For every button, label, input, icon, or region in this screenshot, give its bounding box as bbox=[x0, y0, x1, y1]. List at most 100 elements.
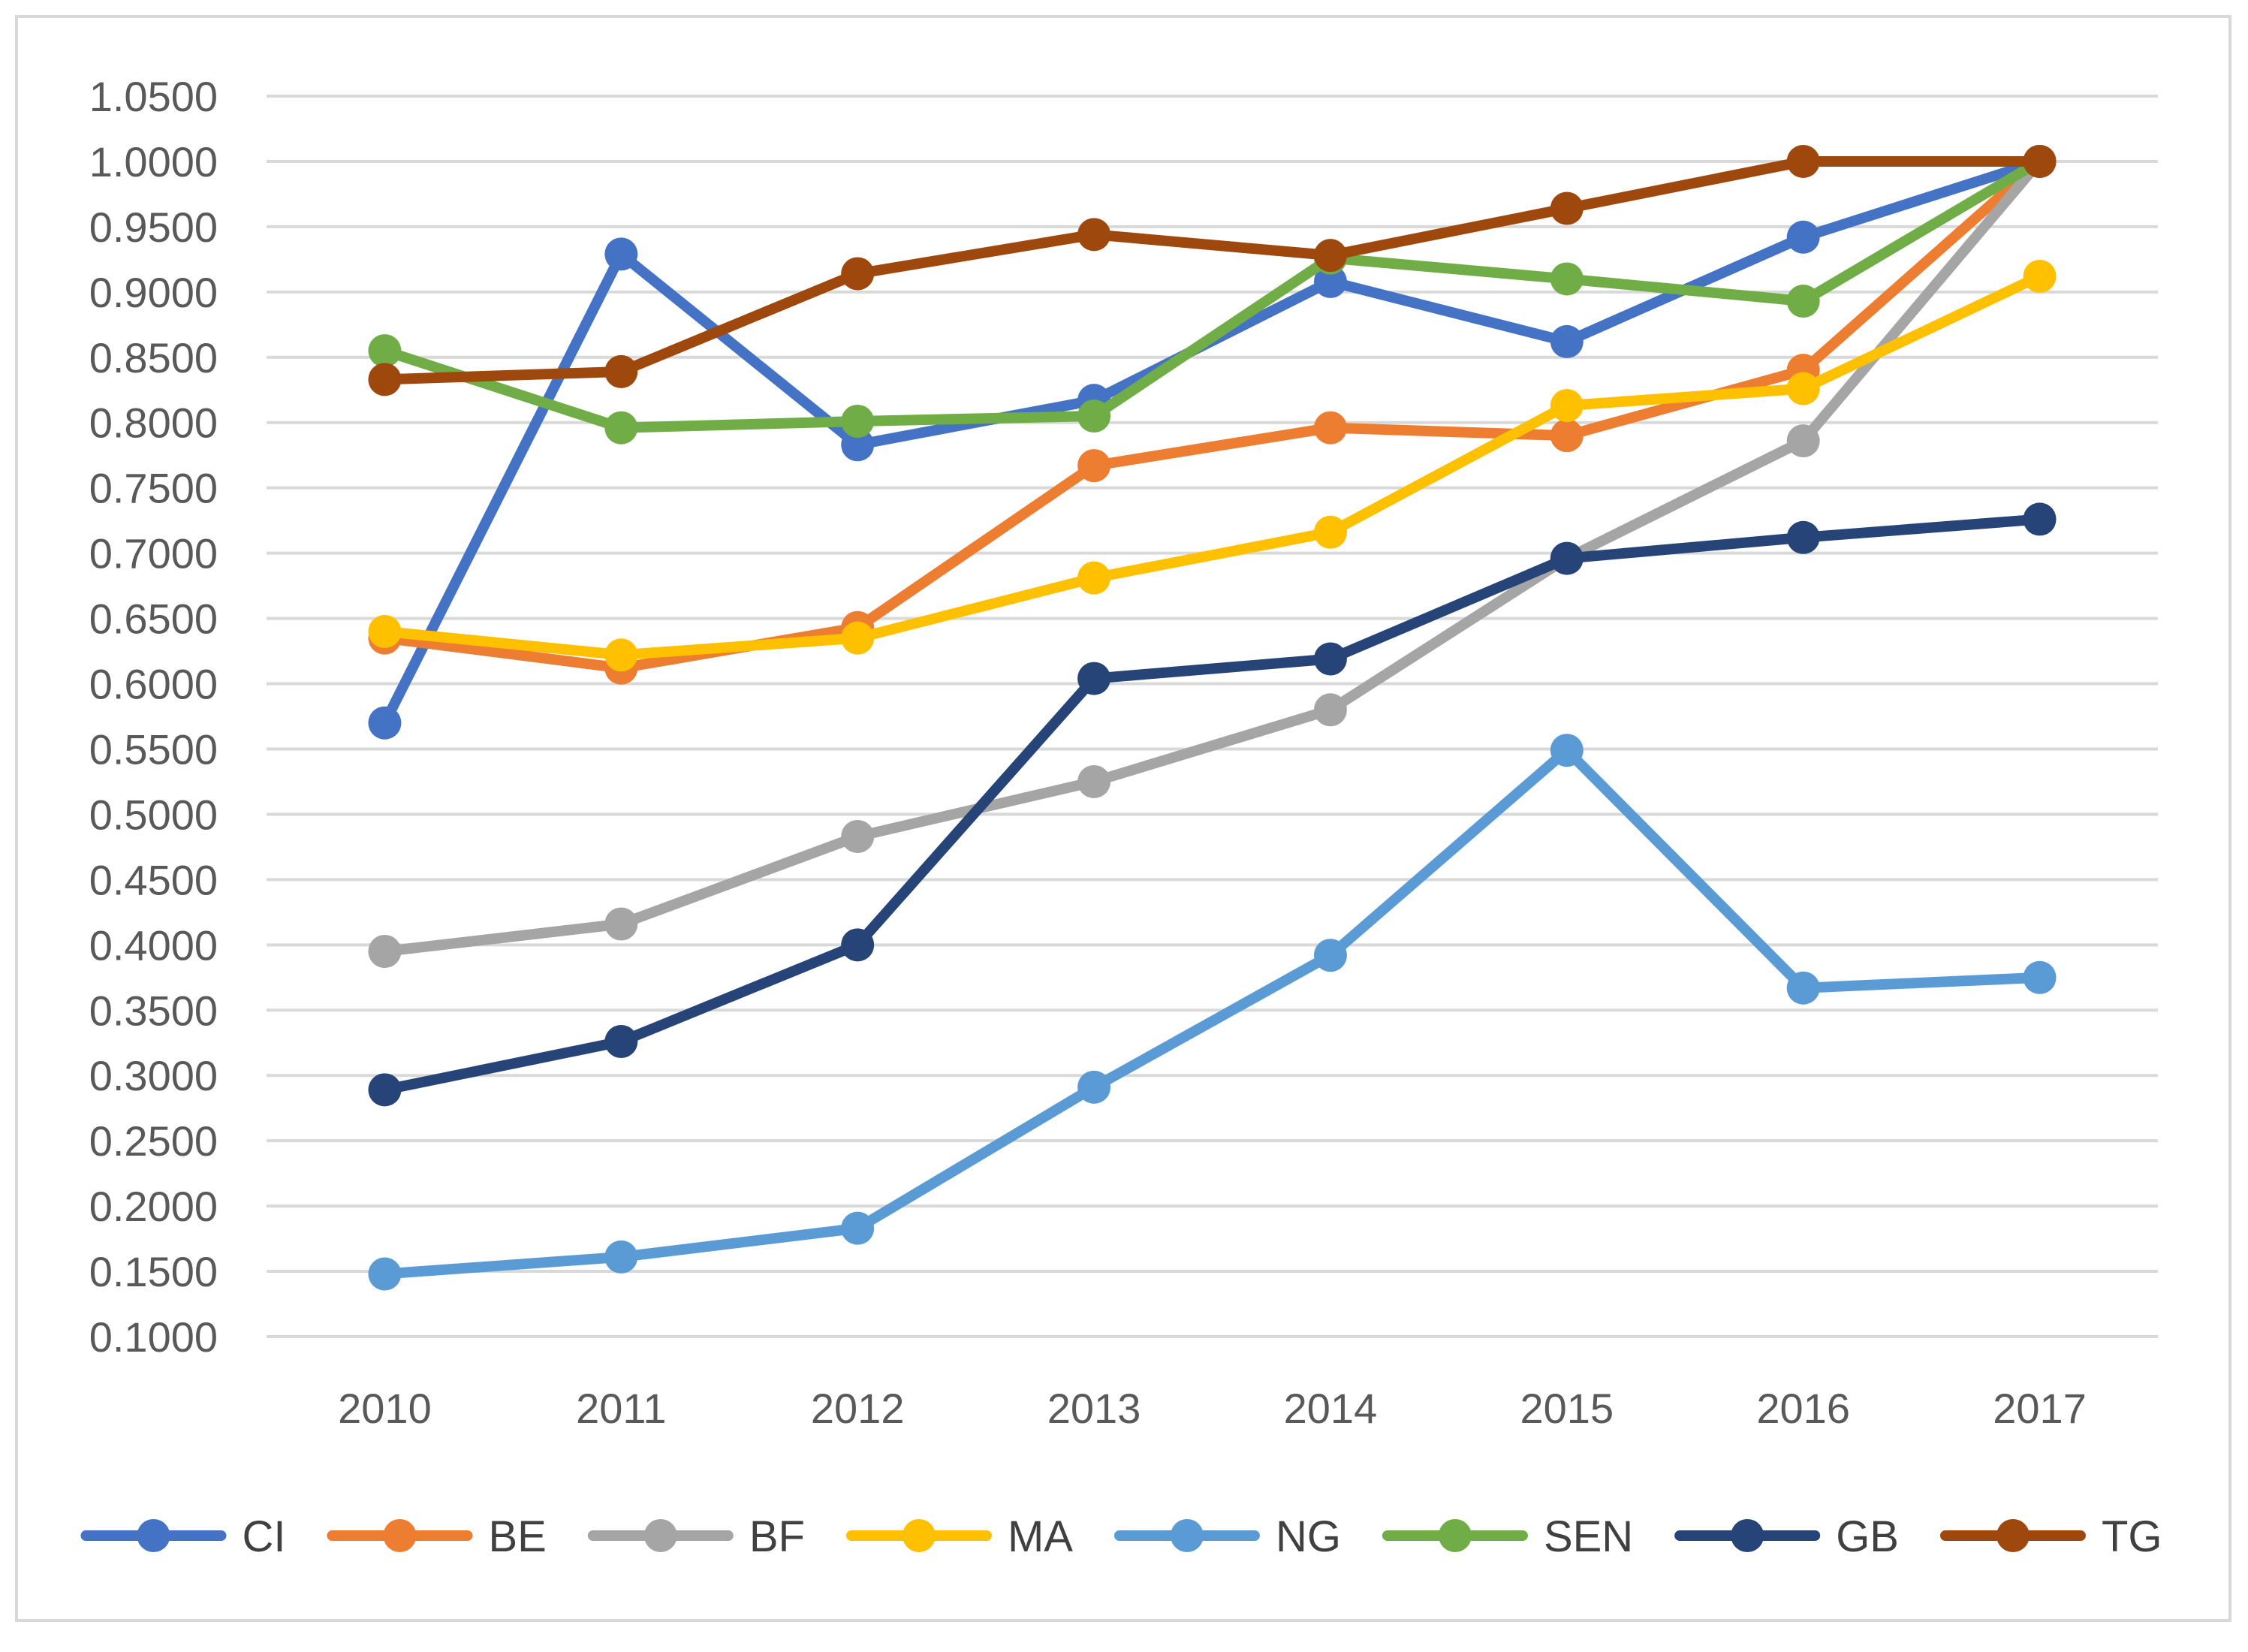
data-point bbox=[368, 363, 402, 396]
data-point bbox=[841, 819, 875, 853]
y-tick-label: 1.0500 bbox=[89, 73, 218, 120]
data-point bbox=[604, 1024, 638, 1058]
legend-item-ci: CI bbox=[80, 1512, 285, 1561]
x-tick-label: 2012 bbox=[811, 1385, 905, 1432]
data-point bbox=[368, 1257, 402, 1291]
legend-label: MA bbox=[1008, 1512, 1073, 1561]
legend-label: NG bbox=[1276, 1512, 1341, 1561]
data-point bbox=[841, 257, 875, 291]
legend-swatch-marker bbox=[383, 1519, 417, 1552]
series-line-ma bbox=[379, 270, 2045, 661]
y-tick-label: 0.4500 bbox=[89, 856, 218, 903]
data-point bbox=[1077, 764, 1111, 798]
data-point bbox=[841, 428, 875, 462]
data-point bbox=[841, 1211, 875, 1245]
data-point bbox=[1786, 520, 1820, 554]
legend-label: TG bbox=[2102, 1512, 2162, 1561]
series-bf bbox=[368, 144, 2057, 969]
data-point bbox=[368, 706, 402, 740]
y-tick-label: 0.6000 bbox=[89, 661, 218, 708]
data-point bbox=[368, 1073, 402, 1107]
y-tick-label: 0.3000 bbox=[89, 1052, 218, 1099]
y-tick-label: 0.1500 bbox=[89, 1248, 218, 1295]
y-tick-label: 0.2500 bbox=[89, 1117, 218, 1165]
data-point bbox=[1550, 419, 1584, 453]
y-tick-label: 0.9500 bbox=[89, 203, 218, 251]
y-tick-label: 0.2000 bbox=[89, 1183, 218, 1230]
data-point bbox=[1077, 449, 1111, 483]
y-tick-label: 0.9000 bbox=[89, 269, 218, 316]
legend-item-ng: NG bbox=[1113, 1512, 1341, 1561]
data-point bbox=[1550, 389, 1584, 423]
data-point bbox=[1786, 424, 1820, 458]
chart-area bbox=[15, 15, 2231, 1622]
x-tick-label: 2017 bbox=[1993, 1385, 2087, 1432]
data-point bbox=[1550, 734, 1584, 767]
data-point bbox=[604, 1240, 638, 1274]
legend-label: SEN bbox=[1544, 1512, 1633, 1561]
legend-item-gb: GB bbox=[1674, 1512, 1899, 1561]
y-tick-label: 0.7500 bbox=[89, 465, 218, 512]
y-tick-label: 0.5000 bbox=[89, 791, 218, 838]
legend-swatch-marker bbox=[1731, 1519, 1764, 1552]
x-tick-label: 2014 bbox=[1284, 1385, 1378, 1432]
data-point bbox=[1077, 561, 1111, 595]
series-ma bbox=[368, 259, 2057, 672]
legend-swatch-marker bbox=[902, 1519, 936, 1552]
x-tick-label: 2015 bbox=[1520, 1385, 1614, 1432]
data-point bbox=[1786, 971, 1820, 1005]
legend-label: GB bbox=[1836, 1512, 1899, 1561]
data-point bbox=[1313, 239, 1347, 273]
series-ng bbox=[368, 734, 2057, 1291]
legend-item-bf: BF bbox=[587, 1512, 805, 1561]
data-point bbox=[1077, 1070, 1111, 1104]
legend-item-tg: TG bbox=[1939, 1512, 2162, 1561]
legend-swatch-marker bbox=[643, 1519, 677, 1552]
series-line-bf bbox=[379, 155, 2045, 957]
series-line-ng bbox=[379, 745, 2045, 1280]
series-be bbox=[368, 144, 2057, 685]
series-line-be bbox=[379, 155, 2045, 674]
data-point bbox=[1786, 220, 1820, 254]
legend-label: BF bbox=[749, 1512, 805, 1561]
legend-swatch-marker bbox=[1996, 1519, 2030, 1552]
legend-swatch-marker bbox=[1438, 1519, 1472, 1552]
legend: CI BE BF MA NG SEN GB TG bbox=[80, 1512, 2162, 1561]
x-tick-label: 2010 bbox=[338, 1385, 432, 1432]
data-point bbox=[1077, 662, 1111, 695]
data-point bbox=[841, 404, 875, 438]
data-point bbox=[1550, 541, 1584, 575]
y-tick-label: 0.7000 bbox=[89, 530, 218, 577]
data-point bbox=[1786, 372, 1820, 405]
data-point bbox=[368, 334, 402, 368]
data-point bbox=[604, 411, 638, 445]
legend-label: CI bbox=[242, 1512, 285, 1561]
series-tg bbox=[368, 144, 2057, 396]
data-point bbox=[2023, 960, 2057, 994]
y-tick-label: 0.3500 bbox=[89, 987, 218, 1034]
data-point bbox=[1313, 411, 1347, 445]
series-line-sen bbox=[379, 155, 2045, 433]
x-tick-label: 2013 bbox=[1047, 1385, 1141, 1432]
legend-item-be: BE bbox=[327, 1512, 547, 1561]
data-point bbox=[2023, 144, 2057, 178]
data-point bbox=[1786, 144, 1820, 178]
data-point bbox=[841, 928, 875, 962]
data-point bbox=[604, 907, 638, 941]
data-point bbox=[1550, 191, 1584, 225]
data-point bbox=[1077, 399, 1111, 433]
data-point bbox=[1550, 262, 1584, 296]
data-point bbox=[1550, 324, 1584, 358]
legend-label: BE bbox=[488, 1512, 546, 1561]
data-point bbox=[368, 614, 402, 648]
legend-item-sen: SEN bbox=[1382, 1512, 1633, 1561]
legend-swatch-marker bbox=[1170, 1519, 1204, 1552]
x-tick-label: 2011 bbox=[576, 1385, 666, 1432]
y-axis-ticks: 0.1000 0.1500 0.2000 0.2500 0.3000 0.3500 0.40… bbox=[89, 73, 218, 1361]
gridlines bbox=[267, 95, 2158, 1338]
data-point bbox=[1313, 642, 1347, 676]
legend-item-ma: MA bbox=[845, 1512, 1073, 1561]
x-axis-ticks: 2010 2011 2012 2013 2014 2015 2016 2017 bbox=[338, 1385, 2087, 1432]
data-point bbox=[1313, 939, 1347, 972]
